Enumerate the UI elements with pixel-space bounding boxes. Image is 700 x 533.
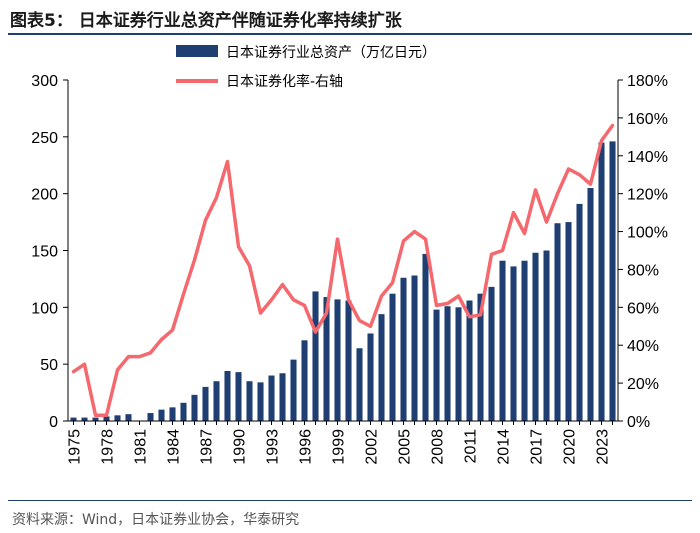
bar <box>587 187 594 421</box>
bar <box>114 415 121 421</box>
y2-tick-label: 80% <box>627 262 659 279</box>
bar <box>81 417 88 421</box>
y2-tick-label: 20% <box>627 376 659 393</box>
x-tick-label: 2008 <box>430 429 447 465</box>
bar-series <box>70 141 616 421</box>
x-tick-label: 2011 <box>463 429 480 464</box>
legend-label-securitization: 日本证券化率-右轴 <box>226 73 343 90</box>
bar <box>246 381 253 421</box>
legend-swatch-assets <box>176 45 218 57</box>
bar <box>147 413 154 421</box>
bar <box>290 359 297 421</box>
y-tick-label: 150 <box>31 244 58 261</box>
bar <box>92 417 99 421</box>
y2-tick-label: 120% <box>627 187 668 204</box>
bar <box>389 293 396 421</box>
bar <box>554 223 561 421</box>
bar <box>125 414 132 421</box>
x-tick-label: 1975 <box>67 429 84 465</box>
bar <box>378 314 385 421</box>
x-tick-label: 1981 <box>133 429 150 465</box>
bar <box>301 340 308 421</box>
y-tick-label: 300 <box>31 73 58 90</box>
x-tick-label: 1993 <box>265 429 282 465</box>
bar <box>279 373 286 421</box>
x-tick-label: 1978 <box>100 429 117 465</box>
x-tick-label: 1984 <box>166 429 183 465</box>
figure-title: 图表5： 日本证券行业总资产伴随证券化率持续扩张 <box>10 11 402 31</box>
axes: 0 50 100 150 200 250 300 0% 20% 40% 60% 80% 100% 120%… <box>31 73 668 465</box>
securitization-ratio-line <box>71 123 615 418</box>
bar <box>422 253 429 421</box>
bar <box>488 286 495 421</box>
x-tick-label: 1987 <box>199 429 216 465</box>
x-tick-label: 2014 <box>496 429 513 465</box>
bar <box>543 250 550 421</box>
bar <box>532 252 539 421</box>
y2-tick-label: 140% <box>627 149 668 166</box>
y-tick-label: 250 <box>31 130 58 147</box>
x-tick-label: 2005 <box>397 429 414 465</box>
title-divider <box>8 33 692 35</box>
bar <box>169 407 176 421</box>
y2-tick-label: 60% <box>627 300 659 317</box>
bar <box>609 141 616 421</box>
x-tick-label: 2020 <box>562 429 579 465</box>
legend-label-assets: 日本证券行业总资产（万亿日元） <box>226 45 436 61</box>
bar <box>103 416 110 421</box>
x-tick-label: 1999 <box>331 429 348 465</box>
bar <box>323 297 330 421</box>
bar <box>257 382 264 421</box>
bar <box>576 203 583 421</box>
bar <box>312 291 319 421</box>
bar <box>70 417 77 421</box>
bar <box>191 394 198 421</box>
y-tick-label: 200 <box>31 187 58 204</box>
bar <box>510 266 517 421</box>
source-note: 资料来源：Wind，日本证券业协会，华泰研究 <box>12 512 300 528</box>
legend: 日本证券行业总资产（万亿日元） 日本证券化率-右轴 <box>176 45 436 90</box>
x-tick-label: 1996 <box>298 429 315 465</box>
bar <box>202 386 209 421</box>
bar <box>345 300 352 421</box>
bar <box>521 260 528 421</box>
bar <box>180 402 187 421</box>
bar <box>598 142 605 421</box>
bar <box>334 299 341 421</box>
x-tick-label: 2017 <box>529 429 546 465</box>
y2-tick-label: 100% <box>627 225 668 242</box>
bar <box>400 277 407 421</box>
y-tick-label: 100 <box>31 300 58 317</box>
bar <box>433 309 440 421</box>
bar <box>367 333 374 421</box>
bar <box>213 381 220 421</box>
bar <box>158 409 165 421</box>
x-tick-label: 1990 <box>232 429 249 465</box>
y2-tick-label: 40% <box>627 338 659 355</box>
x-tick-label: 2023 <box>595 429 612 465</box>
bar <box>356 348 363 421</box>
y-tick-label: 50 <box>40 357 58 374</box>
bar <box>466 300 473 421</box>
bar <box>477 293 484 421</box>
y2-tick-label: 160% <box>627 111 668 128</box>
bar <box>444 306 451 421</box>
bar <box>411 275 418 421</box>
bar <box>455 307 462 421</box>
bar <box>235 372 242 421</box>
bar <box>499 260 506 421</box>
bar <box>565 222 572 421</box>
y2-tick-label: 180% <box>627 73 668 90</box>
line-series <box>71 123 615 418</box>
bar <box>224 370 231 421</box>
bar <box>268 375 275 421</box>
y-tick-label: 0 <box>49 414 58 431</box>
source-divider <box>8 500 692 501</box>
y2-tick-label: 0% <box>627 414 650 431</box>
x-tick-label: 2002 <box>364 429 381 465</box>
